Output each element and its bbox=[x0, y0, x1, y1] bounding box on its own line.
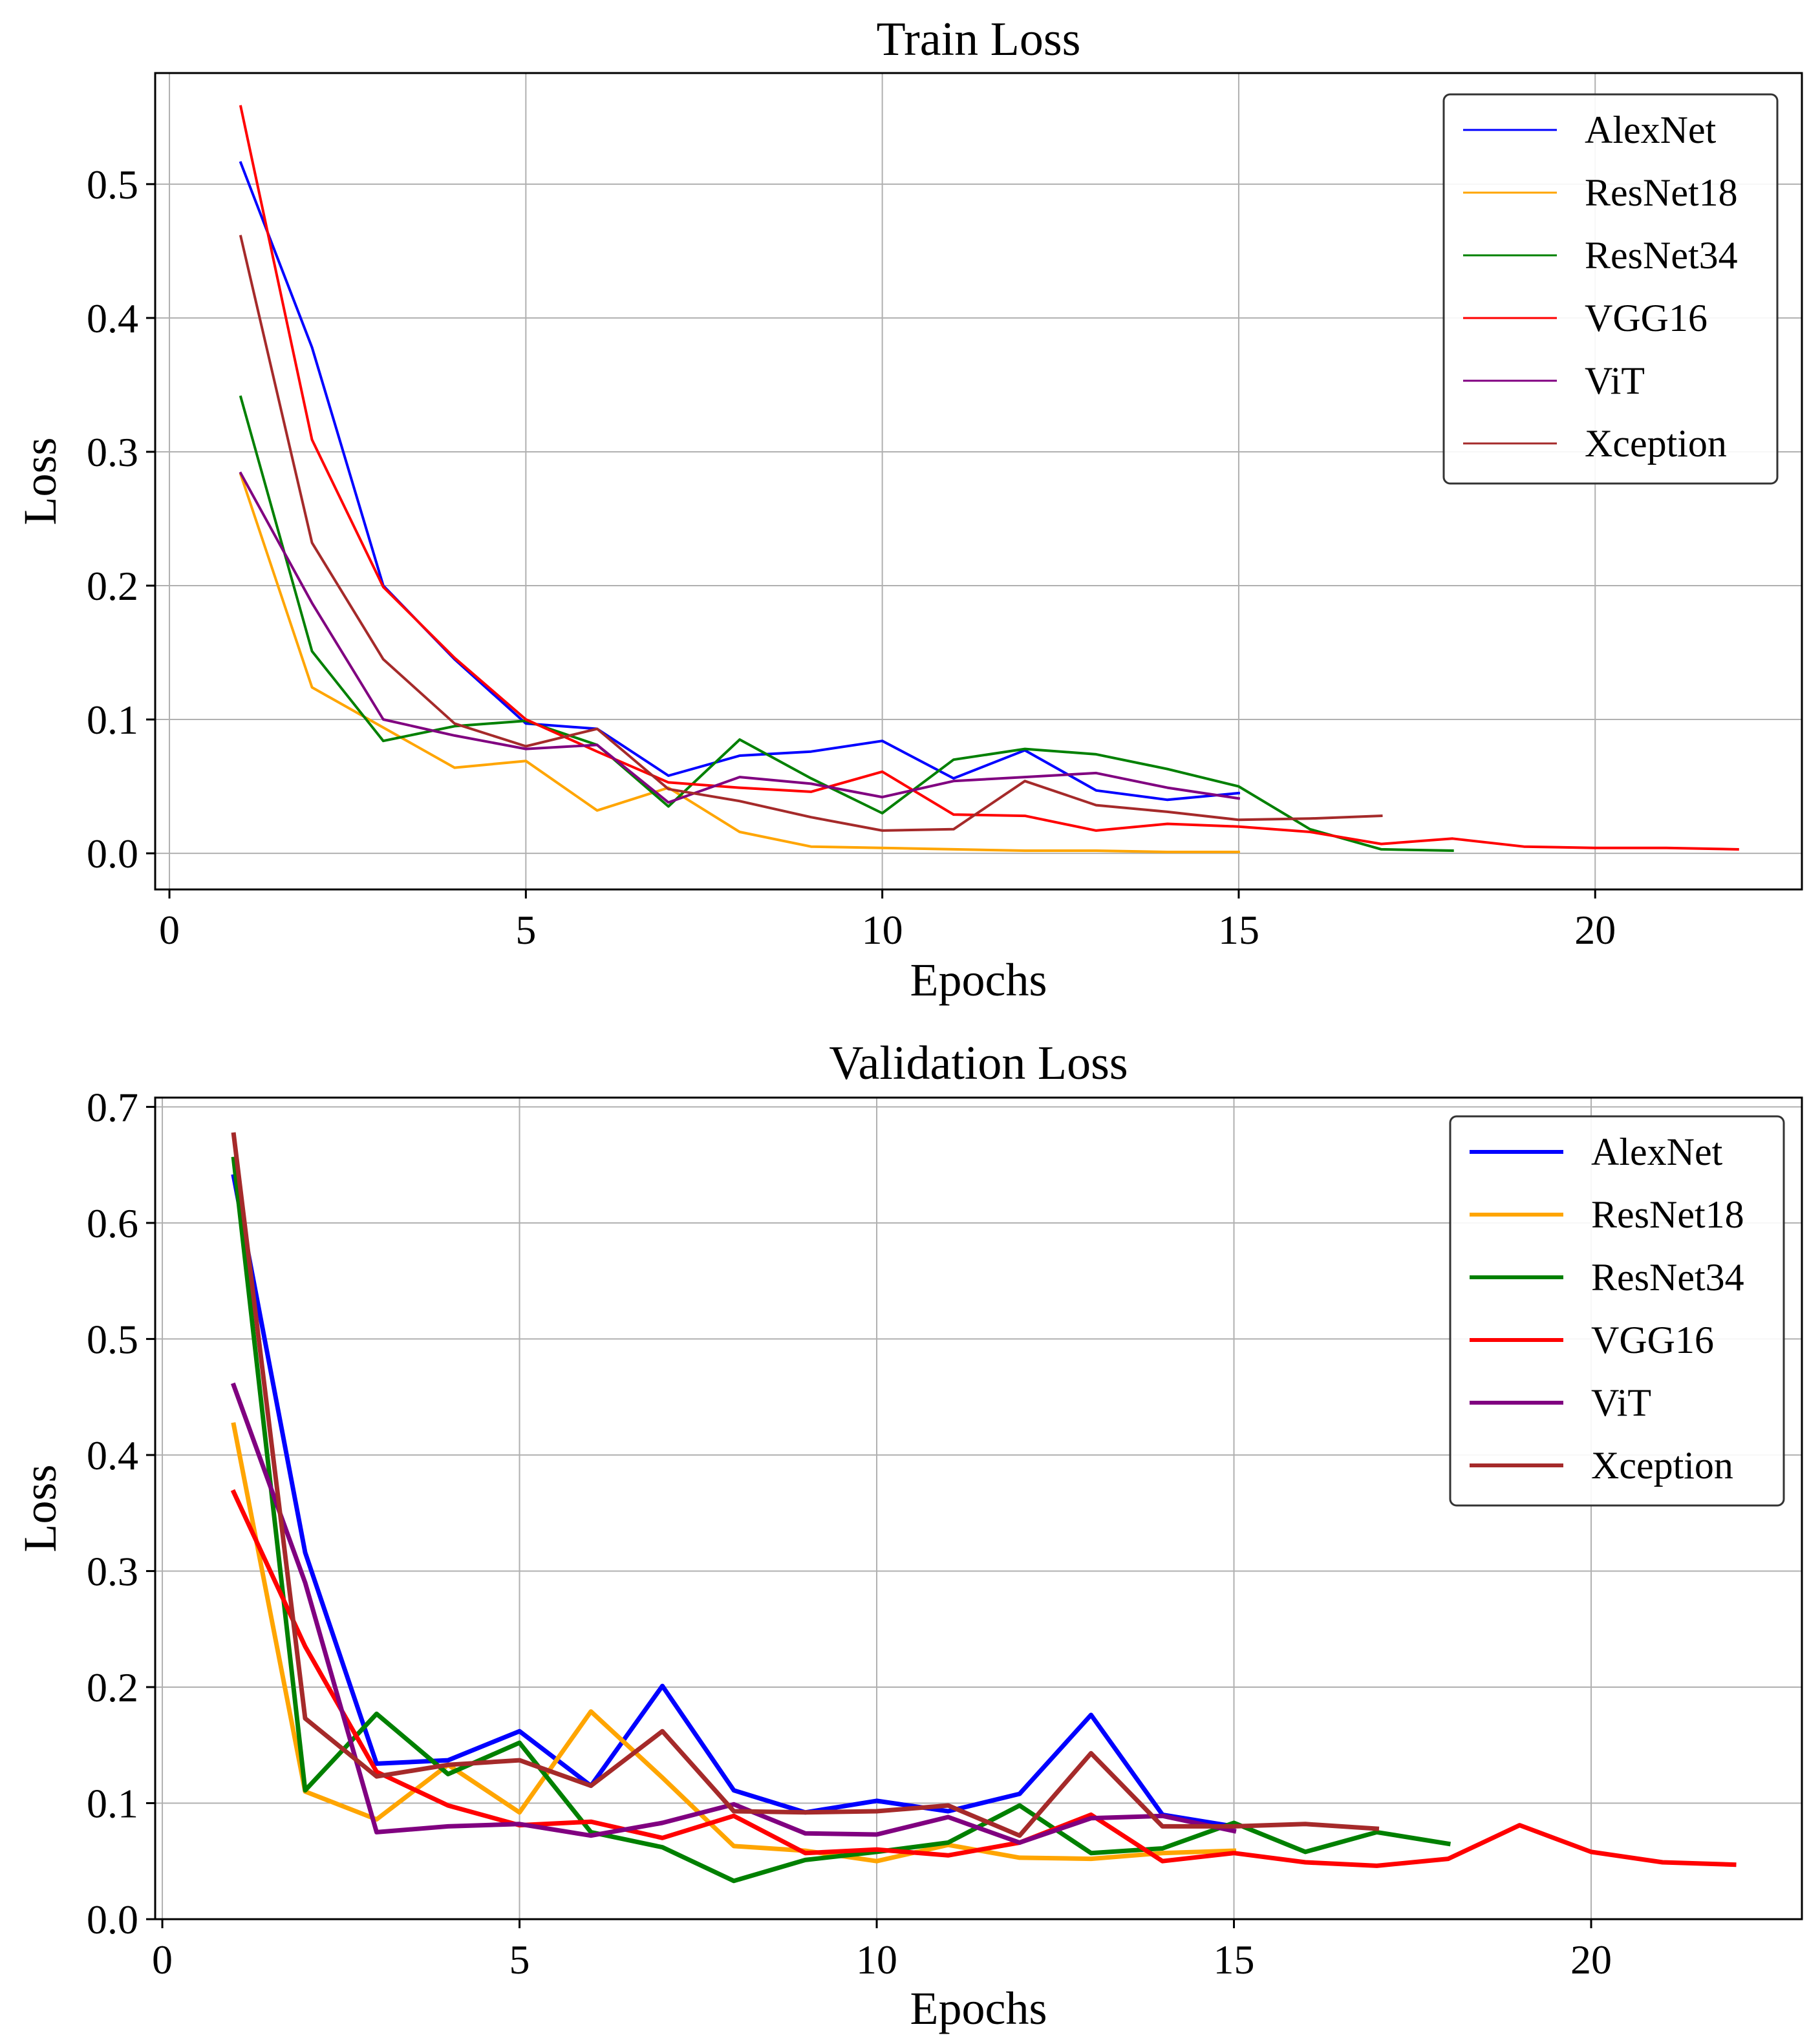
validation-loss-plot-frame bbox=[154, 1096, 1803, 1920]
validation-loss-chart: 0 5 10 15 20 0.0 0.1 0.2 0.3 0.4 0.5 0.6 0.7 Validat… bbox=[14, 1037, 1803, 2034]
validation-loss-y-tick-label: 0.5 bbox=[87, 1316, 138, 1362]
train-loss-plot-frame bbox=[154, 72, 1803, 891]
validation-loss-legend: AlexNet ResNet18 ResNet34 VGG16 ViT Xception bbox=[1449, 1115, 1785, 1507]
train-loss-legend-label-xception: Xception bbox=[1585, 422, 1727, 465]
train-loss-y-tick-label: 0.0 bbox=[87, 831, 138, 877]
validation-loss-y-axis-label: Loss bbox=[14, 1464, 66, 1552]
validation-loss-x-tick-label: 0 bbox=[152, 1937, 173, 1983]
train-loss-series-resnet18 bbox=[239, 473, 1240, 853]
train-loss-series bbox=[239, 105, 1739, 853]
validation-loss-legend-label-vgg16: VGG16 bbox=[1591, 1319, 1714, 1361]
validation-loss-series-vgg16 bbox=[230, 1489, 1737, 1868]
train-loss-legend-label-vgg16: VGG16 bbox=[1585, 297, 1708, 339]
train-loss-y-tick-label: 0.5 bbox=[87, 162, 138, 207]
validation-loss-legend-label-resnet34: ResNet34 bbox=[1591, 1256, 1744, 1299]
validation-loss-x-tick-label: 15 bbox=[1214, 1937, 1255, 1983]
validation-loss-x-tick-label: 5 bbox=[509, 1937, 530, 1983]
validation-loss-y-tick-label: 0.7 bbox=[87, 1084, 138, 1130]
validation-loss-y-tick-label: 0.6 bbox=[87, 1200, 138, 1246]
train-loss-y-axis-label: Loss bbox=[14, 437, 66, 525]
validation-loss-ticks: 0 5 10 15 20 0.0 0.1 0.2 0.3 0.4 0.5 0.6 0.7 bbox=[87, 1084, 1612, 1983]
train-loss-ticks: 0 5 10 15 20 0.0 0.1 0.2 0.3 0.4 0.5 bbox=[87, 162, 1616, 953]
validation-loss-series-alexnet bbox=[231, 1174, 1237, 1829]
train-loss-y-tick-label: 0.2 bbox=[87, 563, 138, 609]
validation-loss-y-tick-label: 0.4 bbox=[87, 1432, 138, 1478]
train-loss-x-tick-label: 20 bbox=[1574, 907, 1616, 953]
train-loss-legend: AlexNet ResNet18 ResNet34 VGG16 ViT Xception bbox=[1442, 93, 1779, 485]
train-loss-x-tick-label: 0 bbox=[159, 907, 180, 953]
validation-loss-x-tick-label: 10 bbox=[856, 1937, 897, 1983]
train-loss-x-tick-label: 10 bbox=[862, 907, 903, 953]
train-loss-title: Train Loss bbox=[877, 13, 1081, 66]
train-loss-legend-label-vit: ViT bbox=[1585, 359, 1645, 402]
validation-loss-y-tick-label: 0.2 bbox=[87, 1664, 138, 1710]
validation-loss-y-tick-label: 0.1 bbox=[87, 1780, 138, 1826]
validation-loss-legend-label-vit: ViT bbox=[1591, 1381, 1651, 1424]
validation-loss-y-tick-label: 0.3 bbox=[87, 1548, 138, 1594]
train-loss-series-resnet34 bbox=[239, 395, 1454, 853]
validation-loss-series-xception bbox=[231, 1132, 1380, 1838]
validation-loss-series bbox=[230, 1132, 1737, 1884]
validation-loss-x-axis-label: Epochs bbox=[910, 1983, 1047, 2034]
train-loss-legend-label-resnet18: ResNet18 bbox=[1585, 171, 1738, 214]
validation-loss-series-vit bbox=[231, 1382, 1237, 1845]
train-loss-legend-label-alexnet: AlexNet bbox=[1585, 109, 1717, 151]
train-loss-series-xception bbox=[239, 235, 1383, 832]
validation-loss-legend-label-resnet18: ResNet18 bbox=[1591, 1193, 1744, 1236]
train-loss-x-tick-label: 15 bbox=[1218, 907, 1259, 953]
train-loss-y-tick-label: 0.4 bbox=[87, 295, 138, 341]
train-loss-y-tick-label: 0.3 bbox=[87, 429, 138, 475]
validation-loss-series-resnet18 bbox=[231, 1422, 1237, 1864]
train-loss-y-tick-label: 0.1 bbox=[87, 697, 138, 743]
train-loss-x-axis-label: Epochs bbox=[910, 954, 1047, 1006]
validation-loss-x-tick-label: 20 bbox=[1570, 1937, 1612, 1983]
validation-loss-y-tick-label: 0.0 bbox=[87, 1897, 138, 1942]
train-loss-series-vgg16 bbox=[239, 105, 1739, 851]
validation-loss-legend-label-alexnet: AlexNet bbox=[1591, 1131, 1723, 1173]
train-loss-legend-label-resnet34: ResNet34 bbox=[1585, 234, 1738, 277]
train-loss-series-vit bbox=[239, 471, 1241, 804]
validation-loss-title: Validation Loss bbox=[829, 1037, 1128, 1090]
train-loss-chart: 0 5 10 15 20 0.0 0.1 0.2 0.3 0.4 0.5 Train Loss Ep… bbox=[14, 13, 1803, 1006]
train-loss-x-tick-label: 5 bbox=[515, 907, 536, 953]
validation-loss-legend-label-xception: Xception bbox=[1591, 1444, 1733, 1487]
